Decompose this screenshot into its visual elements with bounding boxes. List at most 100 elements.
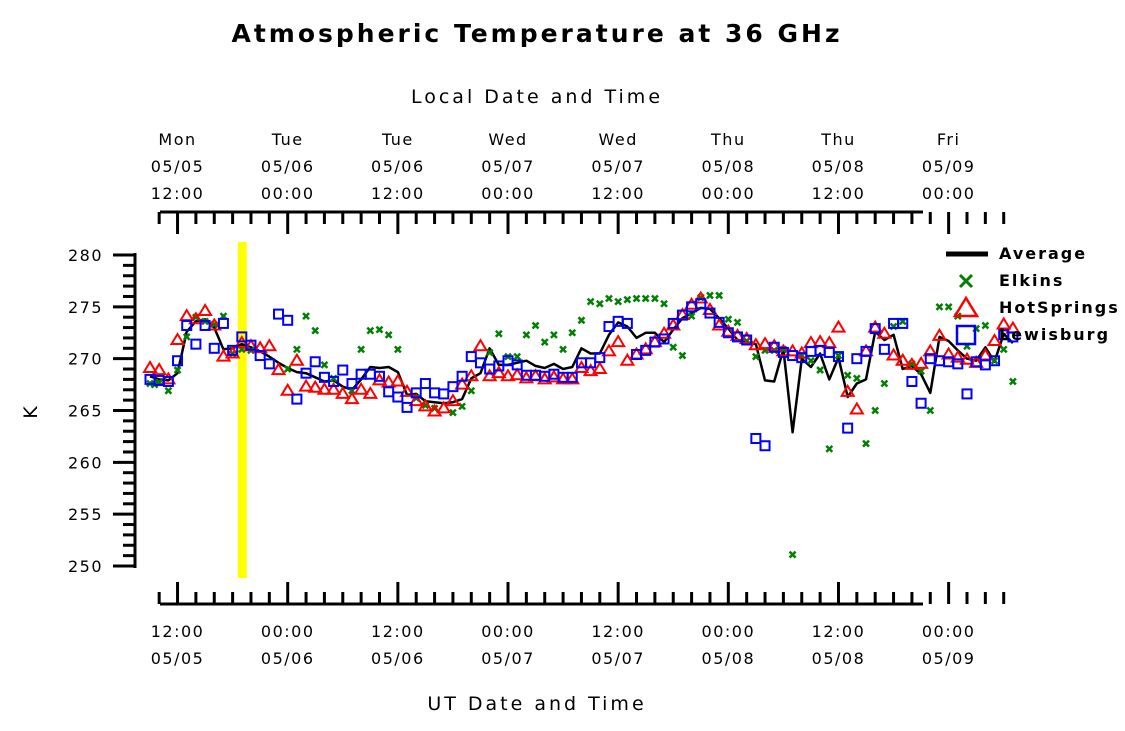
hotsprings-point xyxy=(408,393,424,407)
lewisburg-point xyxy=(300,367,312,379)
plot-area xyxy=(142,290,1021,559)
lewisburg-point xyxy=(832,351,844,363)
bottom-tick-time-label: 00:00 xyxy=(702,622,756,641)
hotsprings-point xyxy=(270,362,287,376)
hotsprings-point xyxy=(775,343,792,357)
lewisburg-point xyxy=(961,388,973,400)
top-tick-day-label: Tue xyxy=(271,130,304,149)
highlight-band-layer xyxy=(237,242,247,578)
hotsprings-point xyxy=(335,385,351,399)
y-tick-label: 280 xyxy=(68,246,103,265)
hotsprings-point xyxy=(289,352,305,366)
bottom-tick-date-label: 05/05 xyxy=(151,649,205,668)
lewisburg-point xyxy=(217,317,229,329)
lewisburg-point xyxy=(282,314,294,326)
lewisburg-point xyxy=(658,333,670,345)
top-tick-time-label: 12:00 xyxy=(591,184,645,203)
lewisburg-point xyxy=(741,334,753,346)
elkins-point xyxy=(641,294,650,303)
bottom-axis-title: UT Date and Time xyxy=(427,693,646,715)
elkins-point xyxy=(981,321,990,330)
lewisburg-point xyxy=(667,317,679,329)
bottom-tick-time-label: 00:00 xyxy=(922,622,976,641)
top-tick-date-label: 05/07 xyxy=(481,157,535,176)
series-average xyxy=(149,306,1014,434)
lewisburg-point xyxy=(447,381,459,393)
top-tick-day-label: Tue xyxy=(381,130,414,149)
elkins-point xyxy=(605,294,613,303)
bottom-tick-time-label: 12:00 xyxy=(371,622,425,641)
lewisburg-point xyxy=(291,393,303,405)
lewisburg-point xyxy=(640,344,652,356)
lewisburg-point xyxy=(162,375,174,387)
hotsprings-point xyxy=(546,369,562,383)
elkins-point xyxy=(559,345,567,354)
lewisburg-point xyxy=(190,338,202,350)
average-line xyxy=(149,306,1014,434)
bottom-tick-date-label: 05/06 xyxy=(371,649,425,668)
hotsprings-point xyxy=(481,368,498,382)
hotsprings-point xyxy=(876,325,893,339)
y-tick-label: 270 xyxy=(68,350,103,369)
hotsprings-point xyxy=(904,356,920,370)
hotsprings-point xyxy=(738,331,755,344)
elkins-point xyxy=(650,294,659,303)
elkins-point xyxy=(586,297,595,306)
elkins-point xyxy=(990,356,999,365)
hotsprings-point xyxy=(142,360,158,373)
lewisburg-point xyxy=(869,323,881,335)
hotsprings-point xyxy=(720,323,737,337)
top-tick-time-label: 12:00 xyxy=(151,184,205,203)
elkins-point xyxy=(311,326,320,335)
markers-elkins xyxy=(146,291,1017,559)
hotsprings-point xyxy=(197,303,213,316)
top-tick-time-label: 00:00 xyxy=(261,184,315,203)
hotsprings-point xyxy=(316,381,333,395)
hotsprings-point xyxy=(757,336,773,350)
elkins-point xyxy=(660,299,668,308)
elkins-point xyxy=(623,295,632,304)
bottom-tick-date-label: 05/09 xyxy=(922,649,976,668)
hotsprings-point xyxy=(261,338,278,352)
elkins-point xyxy=(926,406,935,415)
legend-symbol-elkins xyxy=(958,273,974,289)
legend-label-average: Average xyxy=(999,244,1087,263)
elkins-point xyxy=(733,318,742,327)
hotsprings-point xyxy=(399,383,415,397)
top-tick-time-label: 00:00 xyxy=(481,184,535,203)
lewisburg-point xyxy=(474,357,486,369)
lewisburg-point xyxy=(851,353,863,365)
hotsprings-point xyxy=(665,317,682,331)
lewisburg-point xyxy=(860,345,872,357)
y-tick-label: 265 xyxy=(68,402,103,421)
elkins-point xyxy=(320,361,329,369)
elkins-point xyxy=(880,379,889,388)
lewisburg-point xyxy=(337,364,349,376)
elkins-point xyxy=(577,316,586,325)
y-axis-title: K xyxy=(20,403,42,418)
hotsprings-point xyxy=(298,378,314,392)
elkins-point xyxy=(531,321,540,330)
bottom-tick-time-label: 00:00 xyxy=(261,622,315,641)
elkins-point xyxy=(632,294,641,303)
lewisburg-point xyxy=(456,370,468,382)
top-tick-day-label: Thu xyxy=(820,130,856,149)
top-tick-day-label: Wed xyxy=(488,130,527,149)
y-tick-label: 275 xyxy=(68,298,103,317)
lewisburg-point xyxy=(199,319,211,331)
hotsprings-point xyxy=(894,352,911,366)
elkins-point xyxy=(706,291,714,300)
hotsprings-point xyxy=(390,373,406,387)
hotsprings-point xyxy=(619,352,636,366)
elkins-point xyxy=(807,356,815,365)
lewisburg-point xyxy=(410,387,422,399)
legend-symbol-lewisburg xyxy=(955,324,977,346)
elkins-point xyxy=(393,345,402,354)
elkins-point xyxy=(999,345,1008,354)
top-tick-day-label: Thu xyxy=(710,130,746,149)
elkins-point xyxy=(843,371,852,380)
lewisburg-point xyxy=(181,319,193,331)
legend-label-hotsprings: HotSprings xyxy=(999,298,1120,317)
elkins-point xyxy=(182,333,191,341)
highlight-band xyxy=(237,242,247,578)
